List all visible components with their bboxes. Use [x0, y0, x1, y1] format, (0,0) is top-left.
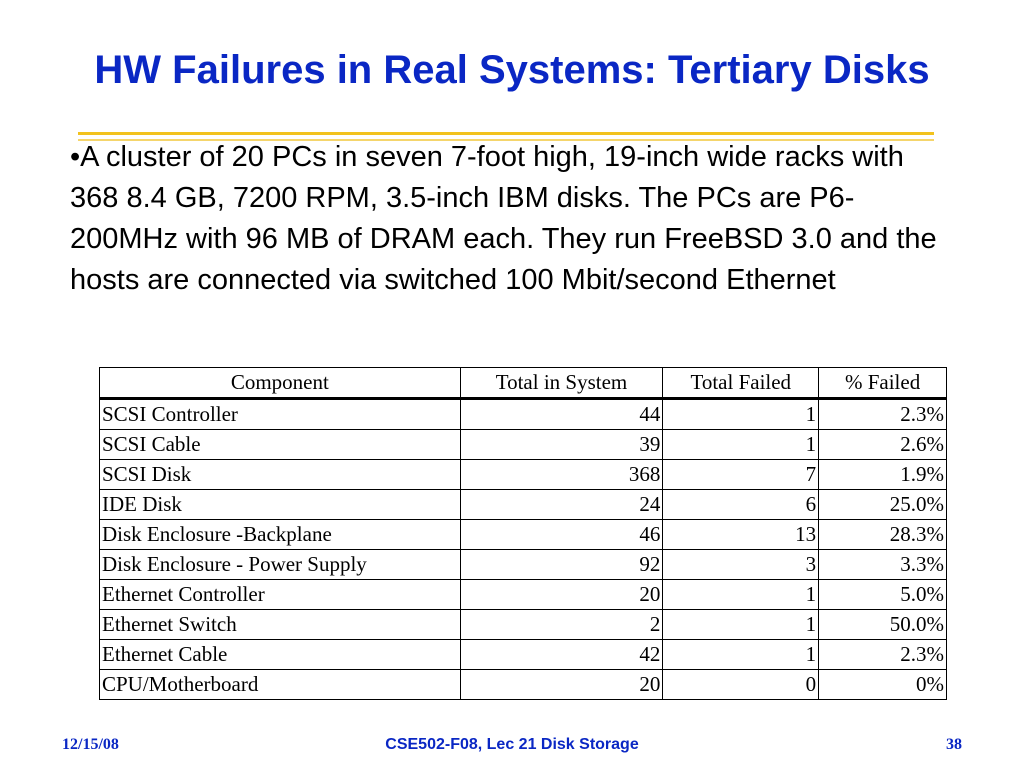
- cell-percent: 0%: [818, 669, 947, 700]
- cell-percent: 25.0%: [818, 489, 947, 520]
- cell-total: 24: [459, 489, 664, 520]
- cell-total: 92: [459, 549, 664, 580]
- cell-percent: 5.0%: [818, 579, 947, 610]
- cell-component: IDE Disk: [99, 489, 461, 520]
- header-total-failed: Total Failed: [662, 367, 820, 400]
- bullet-text: •A cluster of 20 PCs in seven 7-foot hig…: [70, 141, 937, 296]
- cell-percent: 28.3%: [818, 519, 947, 550]
- cell-percent: 2.3%: [818, 398, 947, 430]
- cell-component: Ethernet Controller: [99, 579, 461, 610]
- cell-failed: 1: [662, 398, 820, 430]
- cell-failed: 1: [662, 609, 820, 640]
- cell-total: 46: [459, 519, 664, 550]
- cell-percent: 3.3%: [818, 549, 947, 580]
- cell-percent: 1.9%: [818, 459, 947, 490]
- footer-page-number: 38: [946, 736, 962, 753]
- header-total-in-system: Total in System: [459, 367, 664, 400]
- table-row: CPU/Motherboard 20 0 0%: [99, 669, 947, 700]
- table-row: Ethernet Switch 2 1 50.0%: [99, 609, 947, 640]
- cell-component: SCSI Disk: [99, 459, 461, 490]
- table-row: SCSI Controller 44 1 2.3%: [99, 398, 947, 430]
- failure-table: Component Total in System Total Failed %…: [99, 367, 947, 700]
- cell-failed: 13: [662, 519, 820, 550]
- cell-component: SCSI Cable: [99, 429, 461, 460]
- cell-component: Ethernet Switch: [99, 609, 461, 640]
- cell-total: 39: [459, 429, 664, 460]
- cell-total: 2: [459, 609, 664, 640]
- cell-total: 20: [459, 579, 664, 610]
- cell-component: Disk Enclosure - Power Supply: [99, 549, 461, 580]
- cell-component: Ethernet Cable: [99, 639, 461, 670]
- table-row: SCSI Cable 39 1 2.6%: [99, 429, 947, 460]
- cell-failed: 1: [662, 429, 820, 460]
- title-underline: [78, 132, 934, 135]
- cell-failed: 1: [662, 639, 820, 670]
- table-row: Disk Enclosure -Backplane 46 13 28.3%: [99, 519, 947, 550]
- cell-component: Disk Enclosure -Backplane: [99, 519, 461, 550]
- cell-failed: 6: [662, 489, 820, 520]
- cell-total: 44: [459, 398, 664, 430]
- cell-total: 368: [459, 459, 664, 490]
- cell-total: 20: [459, 669, 664, 700]
- cell-failed: 3: [662, 549, 820, 580]
- footer-course: CSE502-F08, Lec 21 Disk Storage: [385, 736, 639, 753]
- table-row: Ethernet Cable 42 1 2.3%: [99, 639, 947, 670]
- header-component: Component: [99, 367, 461, 400]
- cell-total: 42: [459, 639, 664, 670]
- table-row: Disk Enclosure - Power Supply 92 3 3.3%: [99, 549, 947, 580]
- header-percent-failed: % Failed: [818, 367, 947, 400]
- table-row: SCSI Disk 368 7 1.9%: [99, 459, 947, 490]
- title-underline-secondary: [78, 139, 934, 141]
- cell-failed: 7: [662, 459, 820, 490]
- cell-percent: 2.6%: [818, 429, 947, 460]
- slide-title: HW Failures in Real Systems: Tertiary Di…: [94, 48, 930, 92]
- footer-date: 12/15/08: [62, 736, 119, 753]
- cell-percent: 2.3%: [818, 639, 947, 670]
- cell-failed: 1: [662, 579, 820, 610]
- cell-component: CPU/Motherboard: [99, 669, 461, 700]
- table-header-row: Component Total in System Total Failed %…: [99, 367, 947, 400]
- cell-failed: 0: [662, 669, 820, 700]
- cell-component: SCSI Controller: [99, 398, 461, 430]
- cell-percent: 50.0%: [818, 609, 947, 640]
- table-row: IDE Disk 24 6 25.0%: [99, 489, 947, 520]
- table-row: Ethernet Controller 20 1 5.0%: [99, 579, 947, 610]
